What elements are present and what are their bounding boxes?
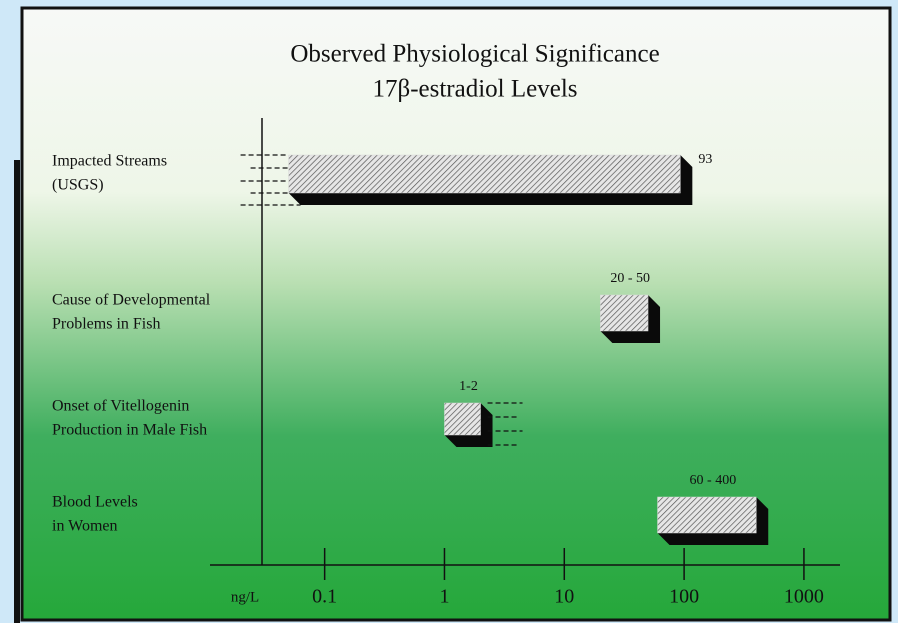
- x-axis-label: ng/L: [231, 589, 259, 605]
- value-label: 60 - 400: [690, 473, 737, 488]
- x-tick-label: 1000: [784, 586, 824, 608]
- bar-face: [444, 402, 481, 436]
- x-tick-label: 10: [554, 586, 574, 608]
- category-label: Problems in Fish: [52, 316, 160, 333]
- bar-face: [600, 294, 649, 332]
- title-line: 17β-estradiol Levels: [372, 76, 577, 103]
- category-label: in Women: [52, 518, 118, 535]
- bar-face: [657, 496, 757, 534]
- range-bar: [657, 496, 769, 545]
- category-label: Impacted Streams: [52, 153, 167, 170]
- category-label: Onset of Vitellogenin: [52, 398, 189, 415]
- value-label: 20 - 50: [610, 271, 650, 286]
- range-bar: [444, 402, 493, 447]
- value-label: 93: [698, 152, 712, 167]
- x-tick-label: 100: [669, 586, 699, 608]
- x-tick-label: 0.1: [312, 586, 337, 608]
- x-tick-label: 1: [439, 586, 449, 608]
- category-label: Cause of Developmental: [52, 292, 211, 309]
- category-label: Blood Levels: [52, 494, 138, 511]
- value-label: 1-2: [459, 379, 478, 394]
- left-edge: [14, 160, 20, 623]
- category-label: (USGS): [52, 177, 104, 194]
- bar-face: [288, 154, 681, 194]
- range-bar: [600, 294, 661, 343]
- category-label: Production in Male Fish: [52, 422, 207, 439]
- range-bar: [288, 154, 693, 205]
- title-line: Observed Physiological Significance: [290, 41, 659, 68]
